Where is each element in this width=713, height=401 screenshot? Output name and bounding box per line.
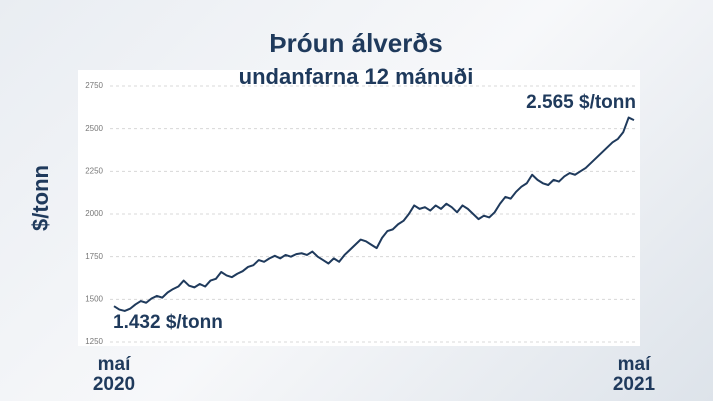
chart-subtitle: undanfarna 12 mánuði (239, 64, 474, 89)
y-tick-label: 2750 (85, 81, 103, 90)
y-tick-label: 1750 (85, 252, 103, 261)
y-tick-label: 2500 (85, 124, 103, 133)
line (113, 116, 635, 312)
y-tick-label: 2000 (85, 209, 103, 218)
annotation: 2.565 $/tonn (526, 92, 636, 113)
x-tick-label: maí 2020 (92, 354, 136, 395)
y-tick-label: 2250 (85, 166, 103, 175)
y-axis-label: $/tonn (28, 165, 53, 231)
y-tick-label: 1250 (85, 337, 103, 346)
annotation: 1.432 $/tonn (113, 312, 223, 333)
x-tick-label: maí 2021 (612, 354, 656, 395)
plot-panel (78, 70, 640, 346)
chart-title: Þróun álverðs (269, 28, 442, 58)
y-tick-label: 1500 (85, 294, 103, 303)
